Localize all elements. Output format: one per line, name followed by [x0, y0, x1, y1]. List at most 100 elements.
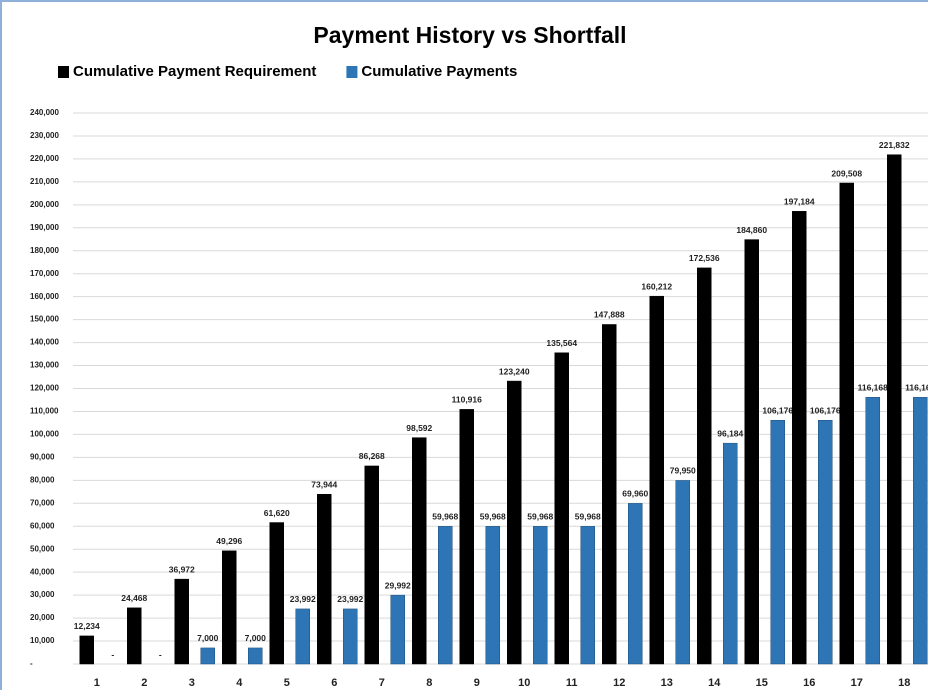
value-label: - — [159, 649, 162, 659]
bar — [887, 154, 902, 665]
x-tick-label: 10 — [518, 677, 530, 689]
value-label: 59,968 — [480, 512, 506, 522]
bar — [697, 267, 712, 665]
bar — [438, 526, 453, 665]
value-label: 23,992 — [290, 594, 316, 604]
y-tick-label: 50,000 — [30, 544, 55, 553]
bar — [222, 550, 237, 665]
value-label: 69,960 — [622, 489, 648, 499]
value-label: 73,944 — [311, 479, 337, 489]
value-label: 221,832 — [879, 140, 910, 150]
value-label: 160,212 — [641, 281, 672, 291]
value-label: 59,968 — [432, 512, 458, 522]
x-tick-label: 16 — [803, 677, 815, 689]
x-tick-label: 9 — [474, 677, 480, 689]
value-label: 209,508 — [831, 168, 862, 178]
value-label: 106,176 — [762, 405, 793, 415]
bar — [723, 442, 738, 665]
bar — [554, 352, 569, 665]
value-label: 116,168 — [858, 383, 889, 393]
legend-swatch — [58, 66, 69, 78]
value-label: 96,184 — [717, 428, 743, 438]
bar — [580, 526, 595, 665]
value-label: 49,296 — [216, 536, 242, 546]
x-tick-label: 15 — [756, 677, 768, 689]
legend-swatch — [346, 66, 358, 78]
bar — [390, 594, 405, 665]
x-tick-label: 18 — [898, 677, 910, 689]
x-tick-label: 17 — [851, 677, 863, 689]
x-tick-label: 3 — [189, 677, 195, 689]
value-label: 172,536 — [689, 253, 720, 263]
y-tick-label: 180,000 — [30, 246, 59, 255]
bar — [913, 397, 928, 665]
bar — [839, 182, 854, 665]
value-label: 7,000 — [245, 633, 267, 643]
bar — [200, 647, 215, 665]
x-tick-label: 5 — [284, 677, 290, 689]
value-label: 98,592 — [406, 423, 432, 433]
x-tick-label: 1 — [94, 677, 100, 689]
y-tick-label: 110,000 — [30, 407, 59, 416]
bar — [744, 239, 759, 665]
y-tick-label: 10,000 — [30, 636, 55, 645]
bar — [649, 295, 664, 665]
bar — [792, 211, 807, 665]
y-tick-label: 220,000 — [30, 154, 59, 163]
y-tick-label: 170,000 — [30, 269, 59, 278]
chart-title: Payment History vs Shortfall — [313, 22, 626, 48]
value-label: 23,992 — [337, 594, 363, 604]
bar — [127, 607, 142, 665]
y-tick-label: 80,000 — [30, 475, 55, 484]
y-tick-label: 60,000 — [30, 521, 55, 530]
bar — [485, 526, 500, 665]
value-label: 147,888 — [594, 310, 625, 320]
y-tick-label: 210,000 — [30, 177, 59, 186]
y-tick-label: 120,000 — [30, 384, 59, 393]
value-label: 12,234 — [74, 621, 100, 631]
y-tick-label: 90,000 — [30, 452, 55, 461]
x-tick-label: 13 — [661, 677, 673, 689]
x-tick-label: 6 — [331, 677, 337, 689]
x-tick-label: 4 — [236, 677, 243, 689]
bar — [248, 647, 263, 665]
value-label: 59,968 — [575, 512, 601, 522]
value-label: 59,968 — [527, 512, 553, 522]
y-tick-label: 230,000 — [30, 131, 59, 140]
x-tick-label: 14 — [708, 677, 721, 689]
bar — [79, 635, 94, 665]
y-tick-label: 140,000 — [30, 338, 59, 347]
value-label: 197,184 — [784, 197, 815, 207]
value-label: - — [111, 649, 114, 659]
bar — [770, 419, 785, 665]
value-label: 116,168 — [905, 383, 928, 393]
value-label: 7,000 — [197, 633, 219, 643]
bar — [412, 437, 427, 665]
y-tick-label: 130,000 — [30, 361, 59, 370]
x-tick-label: 7 — [379, 677, 385, 689]
bar — [602, 324, 617, 665]
y-tick-label: 100,000 — [30, 430, 59, 439]
bar — [364, 465, 379, 665]
y-tick-label: 200,000 — [30, 200, 59, 209]
bar — [507, 380, 522, 665]
legend-label: Cumulative Payment Requirement — [73, 63, 316, 80]
value-label: 24,468 — [121, 593, 147, 603]
value-label: 61,620 — [264, 508, 290, 518]
value-label: 184,860 — [736, 225, 767, 235]
bar — [675, 480, 690, 665]
y-tick-label: 150,000 — [30, 315, 59, 324]
y-tick-label: 30,000 — [30, 590, 55, 599]
value-label: 79,950 — [670, 466, 696, 476]
bar — [295, 608, 310, 665]
value-label: 123,240 — [499, 366, 530, 376]
value-label: 135,564 — [546, 338, 577, 348]
value-label: 36,972 — [169, 564, 195, 574]
x-tick-label: 12 — [613, 677, 625, 689]
value-label: 86,268 — [359, 451, 385, 461]
y-tick-label: - — [30, 659, 33, 668]
x-tick-label: 11 — [566, 677, 578, 689]
x-tick-label: 2 — [141, 677, 147, 689]
y-tick-label: 190,000 — [30, 223, 59, 232]
